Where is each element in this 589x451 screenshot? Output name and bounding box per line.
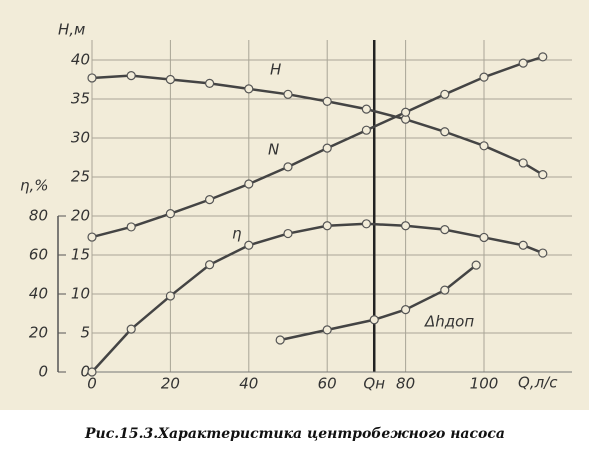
x-tick-label: 20 — [161, 375, 180, 393]
x-tick-label: 100 — [470, 375, 499, 393]
point — [401, 221, 411, 231]
curve-label: H — [270, 61, 281, 79]
y2-tick-label: 60 — [29, 246, 48, 264]
point — [538, 170, 548, 180]
point — [126, 324, 136, 334]
y-tick-label: 25 — [71, 168, 90, 186]
point — [205, 260, 215, 270]
point — [401, 107, 411, 117]
point — [205, 195, 215, 205]
point — [87, 232, 97, 242]
y2-tick-label: 20 — [29, 324, 48, 342]
point — [518, 240, 528, 250]
point — [165, 291, 175, 301]
point — [87, 73, 97, 83]
point — [87, 367, 97, 377]
point — [244, 84, 254, 94]
y-tick-label: 35 — [71, 90, 90, 108]
y-tick-label: 30 — [71, 129, 90, 147]
y-tick-label: 10 — [71, 285, 90, 303]
point — [322, 143, 332, 153]
point — [361, 125, 371, 135]
curve-label: N — [268, 141, 279, 159]
y2-axis-label: η,% — [20, 177, 49, 195]
x-tick-label: Qн — [363, 375, 385, 393]
point — [361, 104, 371, 114]
y-tick-label: 0 — [80, 363, 90, 381]
y-tick-label: 20 — [71, 207, 90, 225]
caption: Рис.15.3.Характеристика центробежного на… — [84, 426, 505, 442]
point — [244, 240, 254, 250]
point — [538, 52, 548, 62]
point — [165, 209, 175, 219]
x-tick-label: 60 — [318, 375, 337, 393]
point — [369, 315, 379, 325]
point — [401, 305, 411, 315]
y2-tick-label: 80 — [29, 207, 48, 225]
point — [322, 221, 332, 231]
x-tick-label: 80 — [396, 375, 415, 393]
y2-tick-label: 40 — [29, 285, 48, 303]
point — [538, 248, 548, 258]
point — [518, 158, 528, 168]
x-tick-label: 40 — [239, 375, 258, 393]
point — [322, 325, 332, 335]
point — [275, 335, 285, 345]
y2-tick-label: 0 — [38, 363, 48, 381]
curve-label: Δhдоп — [424, 313, 474, 331]
point — [440, 225, 450, 235]
y-tick-label: 40 — [71, 51, 90, 69]
point — [283, 162, 293, 172]
point — [205, 78, 215, 89]
point — [126, 222, 136, 232]
point — [283, 89, 293, 99]
point — [440, 89, 450, 99]
point — [244, 179, 254, 189]
point — [165, 74, 175, 85]
paper — [0, 0, 589, 410]
point — [479, 141, 489, 151]
point — [283, 228, 293, 239]
y-axis-label: H,м — [58, 21, 85, 39]
point — [471, 260, 481, 270]
x-tick-label: 0 — [87, 375, 97, 393]
curve — [279, 264, 477, 342]
x-axis-label: Q,л/с — [518, 374, 558, 392]
point — [518, 58, 528, 68]
y-tick-label: 15 — [71, 246, 90, 264]
point — [479, 232, 489, 243]
point — [322, 96, 332, 106]
y-tick-label: 5 — [80, 324, 90, 342]
point — [361, 219, 371, 229]
point — [126, 70, 136, 81]
curve-label: η — [232, 225, 242, 243]
point — [440, 127, 450, 137]
point — [440, 285, 450, 295]
point — [479, 72, 489, 82]
